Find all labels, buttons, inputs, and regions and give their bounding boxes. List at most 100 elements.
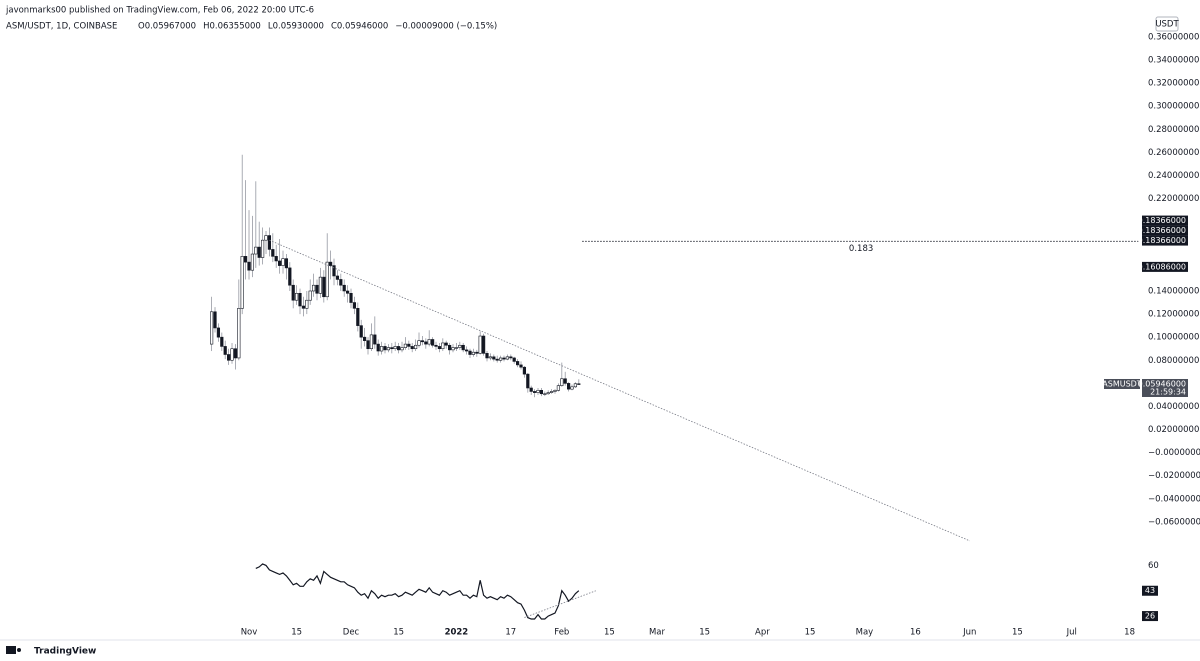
candle-body (288, 267, 292, 286)
trendline (269, 239, 970, 542)
candle-body (495, 358, 499, 361)
candle-body (444, 342, 448, 346)
candle-body (227, 354, 231, 361)
brand: TradingView (34, 647, 96, 657)
last-price-symbol: ASMUSDT (1102, 379, 1142, 388)
candle-body (298, 292, 302, 307)
price-label-box (1142, 235, 1188, 246)
candle-body (492, 356, 496, 360)
candle-body (546, 392, 550, 395)
candle-body (533, 391, 537, 393)
candle-body (386, 347, 391, 351)
y-tick-label: 0.08000000 (1148, 356, 1199, 366)
candle-body (410, 346, 414, 350)
candle-body (356, 308, 360, 326)
candle-body (519, 364, 523, 368)
candle-body (499, 357, 503, 361)
x-tick-label: Jun (962, 628, 976, 638)
candle-body (441, 342, 445, 350)
candle-body (325, 261, 329, 298)
candle-body (281, 258, 285, 266)
candle-body (308, 290, 312, 301)
x-tick-label: 15 (604, 628, 615, 638)
candle-body (539, 389, 544, 395)
price-label-box (1142, 261, 1188, 272)
candle-body (390, 347, 394, 350)
rsi-label-box (1142, 585, 1158, 596)
candle-body (397, 346, 401, 351)
candle-body (482, 335, 486, 354)
horizontal-line-label: 0.183 (849, 244, 873, 254)
y-tick-label: 0.12000000 (1148, 310, 1199, 320)
candle-body (213, 311, 217, 329)
candle-body (230, 348, 234, 361)
candle-body (516, 361, 520, 366)
candle-body (284, 258, 289, 269)
candle-body (505, 356, 510, 360)
x-tick-label: 17 (505, 628, 516, 638)
candle-body (376, 343, 380, 352)
x-tick-label: 16 (910, 628, 921, 638)
candle-body (512, 357, 516, 362)
candle-body (322, 276, 326, 298)
x-tick-label: Feb (554, 628, 569, 638)
candle-body (216, 327, 221, 338)
x-tick-label: 15 (1012, 628, 1023, 638)
candle-body (359, 325, 363, 338)
candle-body (250, 253, 255, 271)
price-label-box (1142, 215, 1188, 226)
candle-body (291, 284, 295, 301)
candle-body (471, 351, 476, 355)
price-label-box (1142, 225, 1188, 236)
candle-body (417, 340, 421, 346)
candle-body (543, 393, 547, 395)
candle-body (563, 378, 567, 384)
candle-body (526, 373, 530, 389)
last-price-symbol-box (1104, 378, 1140, 389)
candle-body (332, 265, 336, 277)
y-tick-label: 0.02000000 (1148, 425, 1199, 435)
x-tick-label: Mar (649, 628, 666, 638)
candle-body (465, 349, 469, 352)
x-tick-label: 2022 (445, 628, 469, 638)
currency-box (1155, 16, 1179, 32)
candle-body (573, 383, 578, 388)
y-tick-label: 0.34000000 (1148, 56, 1199, 66)
last-price-box (1142, 378, 1188, 397)
candle-body (560, 378, 564, 386)
candle-body (305, 299, 309, 309)
candle-body (485, 353, 489, 359)
candle-body (529, 387, 533, 392)
candle-body (274, 256, 278, 262)
candle-body (414, 344, 418, 350)
candle-body (556, 385, 561, 391)
candle-body (380, 346, 384, 352)
candle-body (553, 389, 557, 392)
candle-body (434, 344, 438, 347)
candle-body (366, 340, 370, 350)
candle-body (278, 260, 282, 266)
candle-body (407, 343, 411, 347)
y-tick-label: 0.26000000 (1148, 148, 1199, 158)
published-note: javonmarks00 published on TradingView.co… (5, 6, 314, 16)
x-tick-label: Jul (1066, 628, 1077, 638)
candle-body (233, 348, 238, 359)
candle-body (468, 350, 472, 355)
price-label: 0.18366000 (1138, 226, 1186, 235)
x-tick-label: 18 (1124, 628, 1135, 638)
candle-body (301, 305, 306, 309)
candle-body (352, 302, 357, 309)
candle-body (488, 356, 493, 359)
candle-body (271, 249, 275, 257)
ohlc-value: O0.05967000 (138, 22, 196, 32)
candle-body (427, 339, 431, 345)
ohlc-value: C0.05946000 (331, 22, 388, 32)
candle-body (339, 279, 343, 286)
x-tick-label: 15 (393, 628, 404, 638)
candle-body (254, 246, 258, 255)
currency: USDT (1155, 20, 1179, 30)
x-tick-label: 15 (805, 628, 816, 638)
y-tick-label: −0.02000000 (1148, 471, 1200, 481)
